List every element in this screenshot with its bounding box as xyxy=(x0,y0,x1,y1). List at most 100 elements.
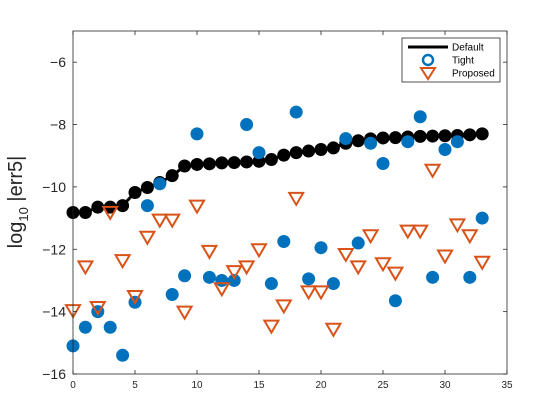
x-tick-label: 5 xyxy=(132,380,138,391)
proposed-point xyxy=(188,199,206,215)
default-point xyxy=(227,156,241,170)
tight-point xyxy=(339,132,353,146)
tight-point xyxy=(388,294,402,308)
axes-box xyxy=(72,30,508,375)
tight-point xyxy=(178,269,192,283)
default-point xyxy=(264,152,278,166)
tight-point xyxy=(438,142,452,156)
tight-point xyxy=(475,211,489,225)
proposed-point xyxy=(213,282,231,298)
y-axis-label: log10 |err5| xyxy=(5,156,31,249)
legend-proposed-label: Proposed xyxy=(452,69,495,80)
tight-point xyxy=(227,273,241,287)
plot-area xyxy=(73,31,507,374)
default-point xyxy=(438,129,452,143)
default-point xyxy=(302,144,316,158)
tight-point xyxy=(264,277,278,291)
default-point xyxy=(326,141,340,155)
proposed-point xyxy=(89,300,107,316)
legend-tight-swatch xyxy=(421,53,435,67)
y-tick-label: −8 xyxy=(50,117,66,133)
proposed-point xyxy=(349,260,367,276)
proposed-point xyxy=(138,230,157,246)
default-point xyxy=(314,142,328,156)
tight-point xyxy=(351,236,365,250)
proposed-point xyxy=(436,249,454,265)
legend: Default Tight Proposed xyxy=(401,37,501,83)
default-point xyxy=(463,128,477,142)
default-point xyxy=(475,127,489,141)
x-axis: 0 5 10 15 20 25 30 35 xyxy=(70,31,513,391)
tight-point xyxy=(277,234,291,248)
tight-point xyxy=(413,110,427,124)
proposed-point xyxy=(76,260,95,276)
default-point xyxy=(426,129,440,143)
y-tick-label: −6 xyxy=(50,54,66,70)
legend-box xyxy=(401,37,501,83)
default-point xyxy=(128,186,142,200)
default-point xyxy=(215,156,229,170)
tight-point xyxy=(215,273,229,287)
default-point xyxy=(289,146,303,160)
proposed-point xyxy=(374,257,392,273)
proposed-point xyxy=(250,243,268,259)
tight-point xyxy=(116,348,130,362)
proposed-point xyxy=(299,285,318,301)
proposed-point xyxy=(101,205,119,221)
proposed-point xyxy=(200,244,219,260)
proposed-point xyxy=(237,260,256,276)
proposed-point xyxy=(361,229,380,245)
default-point xyxy=(388,131,402,145)
proposed-point xyxy=(324,322,343,338)
tight-point xyxy=(376,157,390,171)
default-point xyxy=(140,181,154,195)
tight-point xyxy=(240,118,254,132)
default-point xyxy=(240,155,254,169)
default-point xyxy=(165,169,179,183)
tight-point xyxy=(326,277,340,291)
proposed-point xyxy=(312,285,330,301)
y-axis: −16 −14 −12 −10 −8 −6 xyxy=(42,54,507,382)
y-tick-label: −10 xyxy=(42,179,66,195)
proposed-point xyxy=(126,290,144,306)
x-tick-label: 15 xyxy=(253,380,265,391)
tight-point xyxy=(165,287,179,301)
tight-point xyxy=(426,270,440,284)
tight-point xyxy=(314,241,328,255)
proposed-point xyxy=(473,255,491,271)
tight-point xyxy=(103,320,117,334)
proposed-point xyxy=(151,213,169,229)
tight-point xyxy=(202,270,216,284)
x-tick-label: 10 xyxy=(191,380,203,391)
proposed-point xyxy=(337,247,355,263)
tight-point xyxy=(364,136,378,150)
proposed-point xyxy=(113,254,132,270)
proposed-point xyxy=(411,224,429,240)
tight-point xyxy=(289,105,303,119)
x-tick-label: 30 xyxy=(439,380,451,391)
tight-point xyxy=(190,127,204,141)
tight-point xyxy=(302,272,316,286)
tight-point xyxy=(401,135,415,149)
x-tick-label: 25 xyxy=(377,380,389,391)
tight-point xyxy=(463,270,477,284)
proposed-point xyxy=(461,229,479,245)
tight-point xyxy=(78,320,92,334)
proposed-point xyxy=(448,218,467,234)
proposed-point xyxy=(399,224,417,240)
x-tick-label: 0 xyxy=(70,380,76,391)
y-tick-label: −14 xyxy=(42,304,66,320)
y-tick-label: −16 xyxy=(42,366,66,382)
data-layer xyxy=(64,105,491,362)
proposed-point xyxy=(262,319,281,335)
proposed-point xyxy=(423,163,442,179)
proposed-point xyxy=(175,305,194,321)
default-point xyxy=(277,148,291,162)
default-point xyxy=(190,157,204,171)
default-point xyxy=(91,200,105,214)
legend-proposed-swatch xyxy=(419,67,437,81)
legend-default-label: Default xyxy=(452,43,484,54)
x-tick-label: 35 xyxy=(501,380,513,391)
proposed-point xyxy=(275,299,293,315)
